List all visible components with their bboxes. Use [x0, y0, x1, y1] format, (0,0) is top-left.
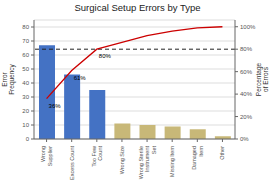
svg-text:40: 40	[22, 80, 29, 86]
svg-text:60%: 60%	[240, 69, 253, 75]
svg-text:36%: 36%	[49, 103, 62, 109]
svg-text:DamagedItem: DamagedItem	[191, 146, 204, 170]
svg-text:Excess Count: Excess Count	[69, 146, 75, 180]
svg-text:Wrong SterileInstrumentSet: Wrong SterileInstrumentSet	[138, 146, 157, 180]
svg-text:80%: 80%	[99, 53, 112, 59]
html-text:Surgical Setup Errors by Type: Surgical Setup Errors by Type	[74, 2, 201, 13]
svg-text:Wrong Size: Wrong Size	[119, 146, 125, 174]
svg-text:WrongSupplier: WrongSupplier	[40, 146, 53, 166]
svg-text:30: 30	[22, 94, 29, 100]
svg-text:Other: Other	[219, 146, 225, 160]
svg-text:20: 20	[22, 108, 29, 114]
svg-text:100%: 100%	[240, 24, 256, 30]
svg-text:61%: 61%	[74, 75, 87, 81]
svg-text:80: 80	[22, 24, 29, 30]
svg-text:Missing Item: Missing Item	[169, 146, 175, 177]
svg-text:50: 50	[22, 66, 29, 72]
svg-text:ErrorFrequency: ErrorFrequency	[8, 63, 16, 94]
svg-text:40%: 40%	[240, 91, 253, 97]
svg-text:20%: 20%	[240, 114, 253, 120]
svg-text:Percentageof Errors: Percentageof Errors	[255, 62, 267, 96]
svg-text:0: 0	[26, 136, 30, 142]
svg-text:60: 60	[22, 52, 29, 58]
svg-text:Too FewCount: Too FewCount	[91, 146, 104, 167]
svg-text:0%: 0%	[240, 136, 249, 142]
svg-text:70: 70	[22, 38, 29, 44]
svg-text:80%: 80%	[240, 46, 253, 52]
svg-text:10: 10	[22, 122, 29, 128]
